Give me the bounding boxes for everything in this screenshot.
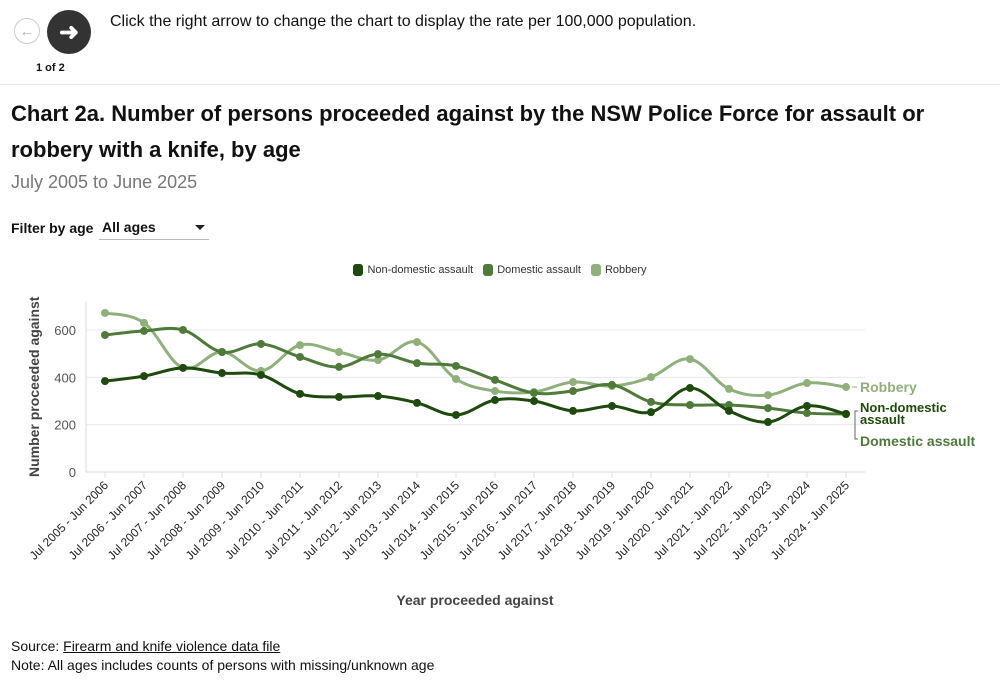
end-label-robbery: Robbery	[860, 379, 917, 395]
data-point	[335, 392, 343, 401]
data-point	[764, 418, 772, 427]
data-point	[686, 383, 694, 392]
data-point	[179, 363, 187, 372]
data-point	[608, 401, 616, 410]
chart-title: Chart 2a. Number of persons proceeded ag…	[11, 101, 925, 162]
data-point	[413, 398, 421, 407]
data-point	[218, 369, 226, 378]
source-link[interactable]: Firearm and knife violence data file	[63, 638, 281, 654]
data-point	[101, 377, 109, 386]
chevron-down-icon	[195, 225, 205, 230]
data-point	[140, 318, 148, 327]
source-prefix: Source:	[11, 638, 64, 654]
data-point	[140, 326, 148, 335]
data-point	[413, 359, 421, 368]
data-point	[647, 373, 655, 382]
end-label-line: Non-domestic	[860, 400, 947, 415]
data-point	[530, 396, 538, 405]
end-label-non-domestic: Non-domestic assault	[860, 400, 947, 427]
data-point	[686, 401, 694, 410]
data-point	[608, 380, 616, 389]
legend-item[interactable]: Robbery	[590, 264, 647, 276]
data-point	[569, 378, 577, 387]
data-point	[569, 387, 577, 396]
data-point	[842, 383, 850, 392]
data-point	[218, 347, 226, 356]
data-point	[335, 362, 343, 371]
legend-label: Non-domestic assault	[367, 264, 474, 276]
arrow-left-icon: ←	[19, 22, 35, 40]
data-point	[452, 410, 460, 419]
data-point	[764, 391, 772, 400]
data-point	[257, 370, 265, 379]
data-point	[647, 408, 655, 417]
data-point	[452, 374, 460, 383]
data-point	[725, 401, 733, 410]
data-point	[257, 339, 265, 348]
legend-item[interactable]: Domestic assault	[483, 264, 581, 276]
data-point	[452, 361, 460, 370]
data-point	[374, 350, 382, 359]
note-line: Note: All ages includes counts of person…	[11, 657, 435, 673]
instruction-text: Click the right arrow to change the char…	[110, 13, 697, 30]
y-tick-label: 400	[54, 370, 76, 385]
data-point	[803, 379, 811, 388]
end-label-line: assault	[860, 412, 905, 427]
pager-indicator: 1 of 2	[36, 62, 65, 74]
data-point	[179, 325, 187, 334]
data-point	[764, 404, 772, 413]
legend-label: Robbery	[604, 264, 647, 276]
data-point	[374, 392, 382, 401]
data-point	[335, 347, 343, 356]
y-tick-label: 0	[69, 465, 76, 480]
chart-footer: Source: Firearm and knife violence data …	[11, 637, 434, 675]
data-point	[491, 396, 499, 405]
data-point	[725, 384, 733, 393]
legend-swatch	[483, 264, 494, 276]
data-point	[101, 330, 109, 339]
data-point	[296, 341, 304, 350]
filter-label: Filter by age	[11, 220, 94, 236]
source-line: Source: Firearm and knife violence data …	[11, 637, 434, 656]
age-filter-dropdown[interactable]: All ages	[99, 214, 209, 240]
data-point	[101, 308, 109, 317]
legend-swatch	[353, 264, 364, 276]
chart-navigation-bar: ← ➜ 1 of 2 Click the right arrow to chan…	[0, 0, 1000, 85]
data-point	[413, 338, 421, 347]
data-point	[803, 409, 811, 418]
legend-label: Domestic assault	[497, 264, 581, 276]
data-point	[803, 401, 811, 410]
legend-swatch	[590, 264, 601, 276]
data-point	[647, 397, 655, 406]
data-point	[842, 410, 850, 419]
data-point	[686, 355, 694, 364]
y-tick-label: 200	[54, 418, 76, 433]
series-line-non-domestic-assault	[103, 366, 848, 424]
legend-item[interactable]: Non-domestic assault	[353, 264, 473, 276]
data-point	[725, 406, 733, 415]
data-point	[569, 406, 577, 415]
data-point	[374, 356, 382, 365]
y-tick-label: 600	[54, 323, 76, 338]
chart-legend: Non-domestic assault Domestic assault Robb…	[0, 264, 1000, 276]
data-point	[491, 375, 499, 384]
age-filter-value: All ages	[102, 219, 156, 235]
arrow-right-icon: ➜	[58, 18, 80, 46]
data-point	[296, 389, 304, 398]
end-label-bracket	[854, 410, 858, 440]
data-point	[140, 372, 148, 381]
y-axis-title: Number proceeded against	[26, 296, 42, 477]
end-label-domestic: Domestic assault	[860, 433, 975, 449]
series-line-robbery	[103, 311, 848, 397]
x-axis-title: Year proceeded against	[396, 592, 554, 608]
chart-subtitle: July 2005 to June 2025	[11, 172, 198, 192]
previous-chart-button[interactable]: ←	[14, 18, 40, 44]
data-point	[491, 387, 499, 396]
next-chart-button[interactable]: ➜	[47, 10, 91, 54]
data-point	[530, 388, 538, 397]
data-point	[296, 352, 304, 361]
